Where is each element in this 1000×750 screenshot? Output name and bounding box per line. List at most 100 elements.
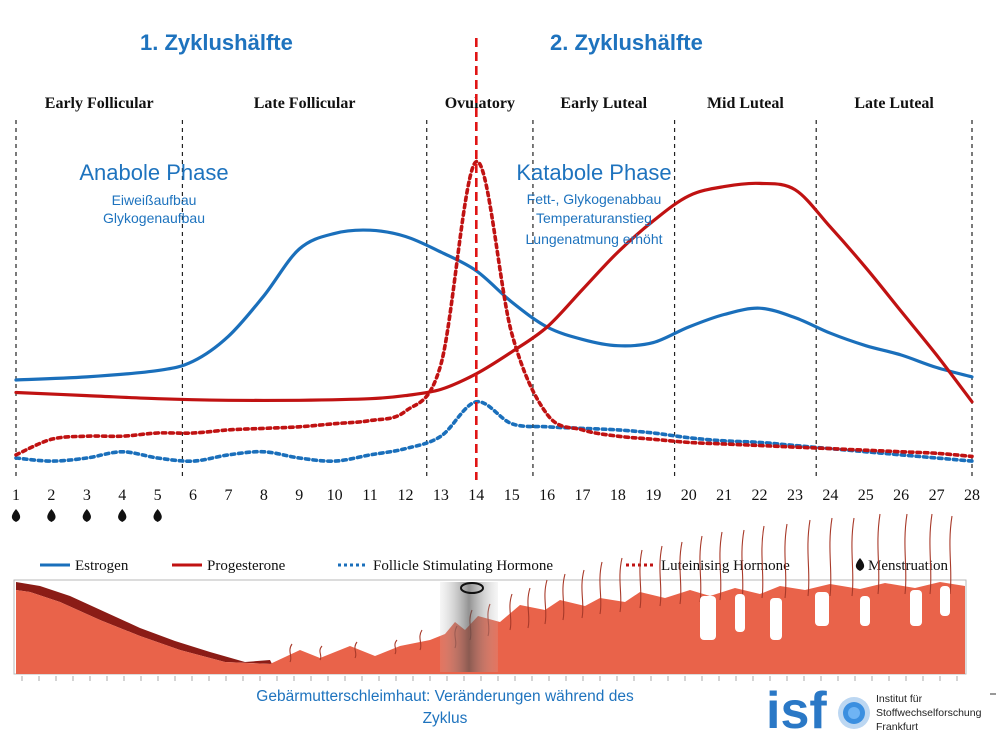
- endometrium-illustration: [13, 513, 967, 681]
- ovulation-highlight: [440, 582, 498, 672]
- first-half-title: 1. Zyklushälfte: [140, 30, 293, 55]
- gland-fold: [904, 513, 908, 595]
- anabole-phase-title: Anabole Phase: [79, 160, 229, 185]
- x-tick-label: 1: [12, 487, 20, 504]
- menstruation-drop: [11, 509, 21, 522]
- gland-fold: [599, 561, 603, 615]
- gland-fold: [619, 557, 623, 613]
- phase-labels: Early Follicular Late Follicular Ovulatory…: [45, 95, 935, 112]
- phase-label: Late Luteal: [854, 95, 934, 112]
- gland-fold: [807, 519, 811, 597]
- gland-fold: [394, 639, 398, 655]
- gland-fold: [851, 517, 855, 597]
- x-tick-label: 13: [433, 487, 449, 504]
- x-tick-label: 7: [224, 487, 232, 504]
- gland-fold: [562, 573, 566, 621]
- menstruation-drop: [855, 558, 865, 571]
- phase-label: Mid Luteal: [707, 95, 784, 112]
- gland-fold: [719, 531, 723, 601]
- menstruation-drop: [118, 509, 127, 522]
- egg-icon: [460, 582, 484, 594]
- x-tick-label: 26: [893, 487, 909, 504]
- gland-fold: [289, 643, 293, 663]
- legend-label: Progesterone: [207, 558, 286, 574]
- endometrium-dark-layer: [16, 582, 272, 664]
- x-tick-label: 15: [504, 487, 520, 504]
- x-tick-label: 5: [154, 487, 162, 504]
- gland-lumen: [700, 596, 716, 640]
- caption-line2: Zyklus: [422, 710, 468, 727]
- katabole-line3: Lungenatmung erhöht: [525, 231, 663, 247]
- legend-label: Estrogen: [75, 558, 129, 574]
- x-tick-label: 10: [327, 487, 343, 504]
- x-tick-label: 14: [468, 487, 484, 504]
- gland-fold: [877, 513, 881, 595]
- gland-fold: [784, 523, 788, 599]
- x-tick-label: 18: [610, 487, 626, 504]
- caption-line1: Gebärmutterschleimhaut: Veränderungen wä…: [256, 688, 634, 705]
- gland-fold: [949, 515, 953, 595]
- legend-label: Luteinising Hormone: [661, 558, 790, 574]
- gland-lumen: [910, 590, 922, 626]
- x-tick-label: 4: [118, 487, 126, 504]
- logo-line1: Institut für: [876, 693, 923, 705]
- series-progesterone: [14, 181, 974, 404]
- katabole-line2: Temperaturanstieg: [536, 210, 652, 226]
- x-tick-label: 19: [645, 487, 661, 504]
- series-layer: [14, 159, 974, 463]
- gland-fold: [761, 525, 765, 599]
- x-tick-label: 27: [929, 487, 945, 504]
- x-tick-label: 3: [83, 487, 91, 504]
- series-follicle-stimulating-hormone: [14, 399, 974, 463]
- gland-lumen: [860, 596, 870, 626]
- gland-fold: [699, 535, 703, 603]
- gland-fold: [354, 641, 358, 659]
- gland-fold: [659, 545, 663, 607]
- menstruation-drop: [82, 509, 91, 522]
- menstruation-drops: [11, 509, 162, 522]
- isf-logo: isf: [766, 682, 996, 740]
- series-luteinising-hormone: [14, 159, 974, 459]
- phase-label: Ovulatory: [445, 95, 515, 112]
- legend: Estrogen Progesterone Follicle Stimulating…: [40, 558, 948, 574]
- isf-logo-mark: isf: [766, 682, 827, 740]
- menstruation-drop: [153, 509, 162, 522]
- isf-institute-name: Institut für Stoffwechselforschung Frank…: [876, 692, 981, 734]
- x-tick-label: 20: [681, 487, 697, 504]
- gland-fold: [639, 549, 643, 609]
- gland-fold: [741, 529, 745, 601]
- gland-fold: [527, 587, 531, 629]
- gland-lumen: [940, 586, 950, 616]
- x-tick-label: 9: [295, 487, 303, 504]
- gland-fold: [679, 541, 683, 605]
- phase-label: Early Follicular: [45, 95, 154, 112]
- second-half-title: 2. Zyklushälfte: [550, 30, 703, 55]
- x-tick-label: 17: [575, 487, 591, 504]
- legend-label: Follicle Stimulating Hormone: [373, 558, 553, 574]
- anabole-line2: Glykogenaufbau: [103, 210, 205, 226]
- katabole-phase-title: Katabole Phase: [516, 160, 672, 185]
- phase-dividers: [15, 120, 973, 480]
- gland-fold: [829, 517, 833, 597]
- endometrium-caption: Gebärmutterschleimhaut: Veränderungen wä…: [190, 686, 700, 730]
- x-tick-label: 8: [260, 487, 268, 504]
- x-tick-label: 24: [822, 487, 838, 504]
- x-tick-label: 6: [189, 487, 197, 504]
- logo-line2: Stoffwechselforschung: [876, 707, 982, 719]
- gland-fold: [419, 629, 423, 651]
- x-tick-label: 16: [539, 487, 555, 504]
- x-tick-label: 23: [787, 487, 803, 504]
- gland-fold: [544, 579, 548, 625]
- gland-lumen: [770, 598, 782, 640]
- x-tick-label: 22: [752, 487, 768, 504]
- x-tick-label: 2: [47, 487, 55, 504]
- x-tick-label: 11: [362, 487, 377, 504]
- gland-fold: [509, 593, 513, 631]
- endometrium-glands: [289, 513, 953, 663]
- legend-label: Menstruation: [868, 558, 948, 574]
- anabole-line1: Eiweißaufbau: [111, 192, 197, 208]
- series-estrogen: [14, 228, 974, 382]
- phase-label: Early Luteal: [560, 95, 647, 112]
- gland-fold: [581, 569, 585, 619]
